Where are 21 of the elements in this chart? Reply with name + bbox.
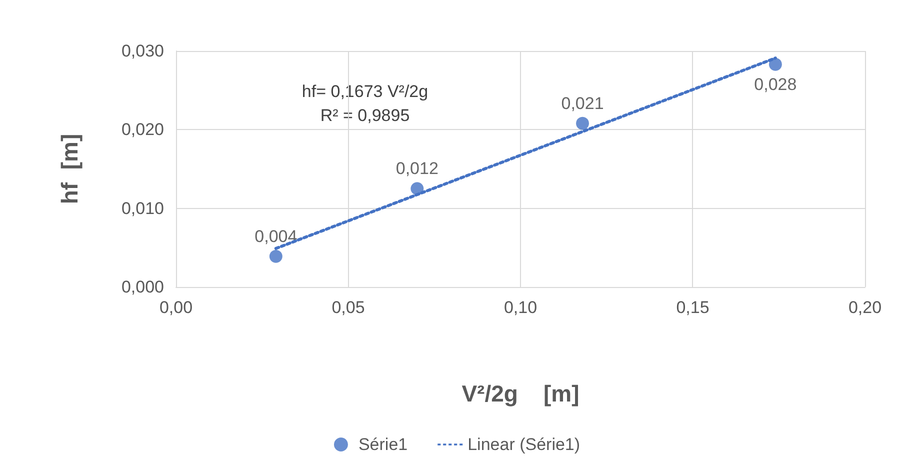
- x-axis-title: V²/2g [m]: [462, 380, 580, 406]
- y-tick-label: 0,020: [121, 120, 164, 140]
- x-tick-label: 0,10: [504, 298, 538, 317]
- point: [768, 58, 782, 71]
- y-axis-title: hf [m]: [56, 134, 82, 204]
- point: [576, 116, 590, 130]
- y-tick-label: 0,010: [121, 198, 164, 218]
- x-tick-label: 0,05: [332, 298, 365, 317]
- data-label: 0,028: [754, 74, 797, 94]
- y-tick-label: 0,030: [121, 42, 164, 60]
- point: [269, 250, 282, 263]
- x-tick-label: 0,20: [848, 298, 882, 317]
- annotation: hf= 0,1673 V²/2g: [302, 82, 428, 101]
- data-label: 0,012: [396, 159, 438, 178]
- y-tick-label: 0,000: [121, 278, 164, 296]
- data-label: 0,021: [561, 94, 604, 113]
- x-tick-label: 0,15: [676, 298, 710, 317]
- legend-label: Série1: [358, 435, 408, 454]
- legend-label: Linear (Série1): [468, 435, 580, 454]
- data-label: 0,004: [254, 226, 298, 246]
- x-tick-label: 0,00: [159, 298, 193, 317]
